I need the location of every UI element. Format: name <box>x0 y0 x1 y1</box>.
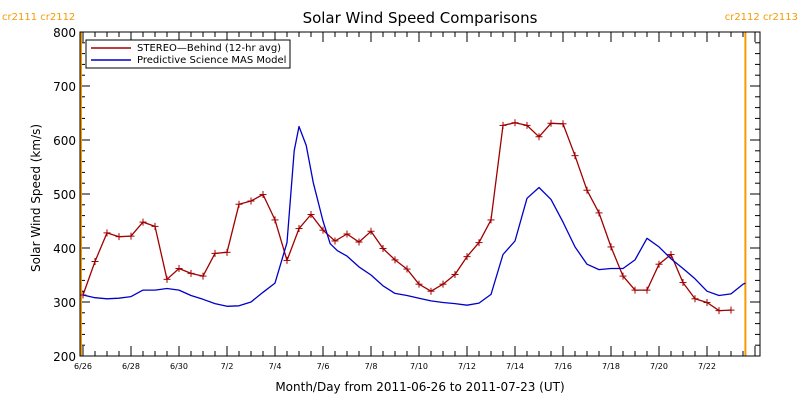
stereo-data-point <box>439 280 447 288</box>
stereo-data-point <box>451 270 459 278</box>
stereo-data-point <box>547 119 555 127</box>
stereo-data-point <box>139 218 147 226</box>
legend-label-stereo: STEREO—Behind (12-hr avg) <box>137 43 281 54</box>
stereo-data-point <box>487 216 495 224</box>
stereo-data-point <box>331 237 339 245</box>
stereo-data-point <box>619 272 627 280</box>
stereo-data-point <box>223 248 231 256</box>
stereo-data-point <box>283 256 291 264</box>
stereo-data-point <box>583 186 591 194</box>
stereo-data-point <box>403 265 411 273</box>
stereo-data-point <box>715 307 723 315</box>
stereo-data-point <box>655 260 663 268</box>
x-tick-label: 7/16 <box>554 362 572 371</box>
stereo-data-point <box>127 232 135 240</box>
y-tick-label: 200 <box>53 350 76 364</box>
stereo-data-point <box>667 250 675 258</box>
stereo-data-point <box>595 209 603 217</box>
mas-model-line <box>82 125 746 307</box>
stereo-data-point <box>271 216 279 224</box>
stereo-data-point <box>535 133 543 141</box>
x-tick-label: 7/14 <box>506 362 524 371</box>
y-tick-label: 800 <box>53 26 76 40</box>
x-tick-label: 6/30 <box>170 362 188 371</box>
x-tick-label: 7/2 <box>221 362 234 371</box>
x-tick-label: 7/12 <box>458 362 476 371</box>
stereo-data-point <box>115 233 123 241</box>
series-layer <box>79 119 746 315</box>
x-tick-label: 7/4 <box>269 362 282 371</box>
stereo-data-point <box>631 286 639 294</box>
stereo-data-point <box>391 256 399 264</box>
stereo-data-point <box>355 238 363 246</box>
x-tick-label: 7/20 <box>650 362 668 371</box>
stereo-data-point <box>727 306 735 314</box>
carrington-label: cr2111 cr2112 <box>2 12 75 23</box>
x-tick-label: 7/22 <box>698 362 716 371</box>
stereo-data-point <box>463 253 471 261</box>
stereo-data-point <box>703 299 711 307</box>
x-tick-label: 7/8 <box>365 362 378 371</box>
stereo-data-point <box>103 229 111 237</box>
stereo-data-point <box>475 239 483 247</box>
stereo-data-point <box>571 152 579 160</box>
stereo-data-point <box>427 287 435 295</box>
stereo-data-point <box>91 258 99 265</box>
axis-ticks-layer: 200 300 400 500 600 700 800 6/26 6/28 6/30 7/2 7/4 7… <box>53 26 760 371</box>
stereo-data-point <box>151 222 159 230</box>
stereo-data-point <box>523 121 531 129</box>
stereo-data-point <box>199 272 207 280</box>
legend-box <box>85 39 291 69</box>
stereo-data-point <box>643 286 651 294</box>
x-tick-label: 7/18 <box>602 362 620 371</box>
stereo-data-point <box>679 279 687 287</box>
y-tick-label: 500 <box>53 188 76 202</box>
x-tick-label: 7/10 <box>410 362 428 371</box>
legend-label-model: Predictive Science MAS Model <box>137 55 286 66</box>
carrington-markers-layer: cr2111 cr2112 cr2112 cr2113 <box>2 12 798 356</box>
x-tick-label: 6/26 <box>74 362 92 371</box>
stereo-data-point <box>307 211 315 219</box>
stereo-data-point <box>163 275 171 283</box>
stereo-data-point <box>559 120 567 128</box>
y-tick-label: 600 <box>53 134 76 148</box>
stereo-data-point <box>295 225 303 233</box>
stereo-data-point <box>379 245 387 253</box>
stereo-data-point <box>343 230 351 238</box>
stereo-data-point <box>235 200 243 208</box>
stereo-data-point <box>511 119 519 127</box>
stereo-data-point <box>211 249 219 257</box>
plot-frame <box>79 31 761 357</box>
stereo-data-point <box>247 197 255 205</box>
stereo-data-point <box>187 269 195 277</box>
stereo-data-point <box>259 191 267 199</box>
y-tick-label: 300 <box>53 296 76 310</box>
x-tick-label: 6/28 <box>122 362 140 371</box>
chart-title: Solar Wind Speed Comparisons <box>303 9 538 27</box>
carrington-label: cr2112 cr2113 <box>725 12 798 23</box>
stereo-data-point <box>367 227 375 235</box>
y-axis-label: Solar Wind Speed (km/s) <box>29 124 43 272</box>
stereo-data-point <box>499 121 507 129</box>
stereo-data-point <box>691 295 699 303</box>
stereo-data-point <box>415 280 423 288</box>
y-tick-label: 400 <box>53 242 76 256</box>
x-tick-label: 7/6 <box>317 362 330 371</box>
x-axis-label: Month/Day from 2011-06-26 to 2011-07-23 … <box>275 380 564 394</box>
y-tick-label: 700 <box>53 80 76 94</box>
stereo-data-point <box>175 265 183 273</box>
legend: STEREO—Behind (12-hr avg) Predictive Sci… <box>85 39 291 69</box>
stereo-data-point <box>607 243 615 251</box>
